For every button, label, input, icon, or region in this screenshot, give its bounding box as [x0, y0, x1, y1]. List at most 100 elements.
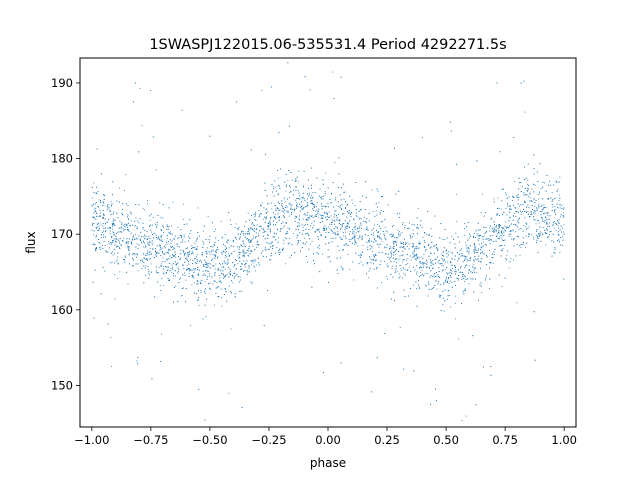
- data-point: [93, 182, 95, 184]
- data-point: [539, 191, 540, 193]
- data-point: [444, 229, 446, 230]
- data-point: [551, 209, 553, 211]
- data-point: [492, 257, 494, 259]
- data-point: [353, 233, 355, 235]
- data-point: [254, 237, 256, 239]
- data-point: [126, 271, 128, 273]
- data-point: [229, 268, 231, 270]
- data-point: [340, 227, 342, 229]
- data-point: [413, 266, 415, 268]
- data-point: [118, 263, 119, 265]
- data-point: [558, 200, 560, 202]
- data-point: [376, 229, 377, 231]
- data-point: [248, 233, 250, 235]
- data-point: [473, 236, 475, 238]
- data-point: [389, 246, 391, 248]
- data-point: [147, 250, 149, 252]
- data-point: [173, 238, 174, 240]
- data-point: [544, 216, 546, 218]
- data-point: [92, 197, 94, 199]
- data-point: [396, 245, 398, 247]
- data-point: [248, 228, 249, 230]
- data-point: [400, 241, 402, 243]
- data-point: [314, 231, 316, 233]
- data-point: [208, 271, 210, 272]
- data-point: [352, 229, 354, 231]
- data-point: [553, 184, 554, 186]
- data-point: [195, 240, 197, 242]
- data-point: [102, 266, 104, 268]
- data-point: [491, 256, 493, 258]
- data-point: [125, 223, 127, 225]
- data-point: [251, 229, 253, 231]
- data-point: [342, 269, 344, 271]
- data-point: [172, 254, 174, 255]
- data-point: [149, 250, 151, 252]
- data-point: [121, 240, 123, 241]
- data-point: [355, 182, 357, 183]
- data-point: [94, 217, 96, 219]
- data-point: [209, 251, 211, 253]
- data-point: [265, 231, 267, 233]
- data-point: [305, 228, 307, 230]
- data-point: [202, 254, 204, 256]
- data-point: [347, 254, 349, 255]
- data-point: [311, 187, 312, 189]
- data-point: [174, 247, 176, 249]
- data-point: [416, 288, 418, 290]
- data-point: [185, 279, 187, 281]
- data-point: [410, 237, 412, 239]
- data-point: [533, 238, 535, 240]
- data-point: [419, 272, 421, 274]
- data-point: [559, 176, 561, 178]
- data-point: [520, 181, 522, 183]
- data-point: [392, 257, 394, 259]
- data-point: [179, 259, 181, 261]
- data-point: [448, 277, 449, 278]
- data-point: [560, 214, 562, 216]
- data-point: [461, 420, 463, 422]
- data-point: [301, 247, 303, 249]
- data-point: [374, 237, 376, 239]
- data-point: [394, 272, 396, 274]
- data-point: [287, 62, 289, 64]
- data-point: [287, 198, 288, 200]
- data-point: [257, 240, 259, 242]
- data-point: [155, 223, 156, 225]
- data-point: [96, 215, 98, 217]
- data-point: [102, 214, 104, 216]
- data-point: [501, 226, 503, 228]
- data-point: [202, 275, 204, 277]
- data-point: [255, 214, 256, 216]
- data-point: [205, 270, 207, 272]
- data-point: [138, 222, 140, 224]
- data-point: [468, 252, 470, 254]
- data-point: [430, 259, 432, 261]
- data-point: [440, 253, 442, 255]
- data-point: [332, 232, 334, 234]
- data-point: [330, 202, 332, 204]
- data-point: [306, 205, 308, 207]
- data-point: [425, 266, 427, 268]
- data-point: [533, 198, 535, 200]
- data-point: [217, 256, 219, 258]
- data-point: [523, 192, 525, 194]
- data-point: [438, 294, 440, 296]
- data-point: [196, 280, 198, 282]
- data-point: [361, 195, 363, 197]
- data-point: [548, 225, 550, 227]
- data-point: [315, 210, 317, 212]
- data-point: [404, 227, 405, 229]
- data-point: [317, 246, 319, 248]
- data-point: [161, 250, 163, 252]
- data-point: [525, 194, 527, 196]
- data-point: [486, 275, 487, 277]
- data-point: [272, 220, 274, 222]
- data-point: [270, 218, 271, 220]
- data-point: [474, 271, 476, 273]
- data-point: [385, 275, 387, 277]
- data-point: [439, 276, 441, 278]
- data-point: [220, 288, 222, 290]
- data-point: [534, 184, 536, 186]
- data-point: [541, 216, 543, 218]
